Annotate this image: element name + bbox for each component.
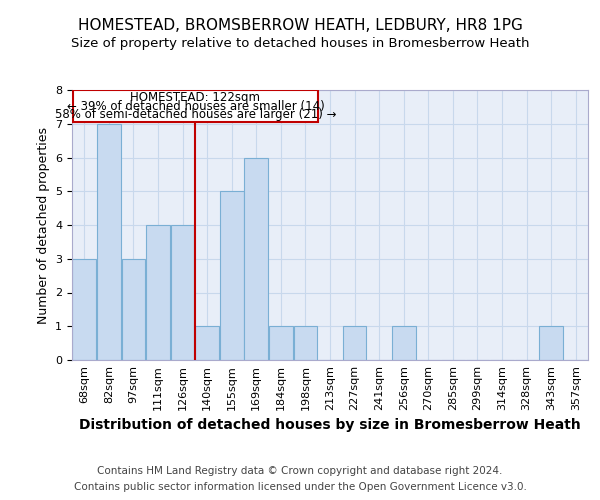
Bar — [539, 326, 563, 360]
Y-axis label: Number of detached properties: Number of detached properties — [37, 126, 50, 324]
Text: ← 39% of detached houses are smaller (14): ← 39% of detached houses are smaller (14… — [67, 100, 325, 112]
Text: Contains public sector information licensed under the Open Government Licence v3: Contains public sector information licen… — [74, 482, 526, 492]
Bar — [392, 326, 416, 360]
Text: HOMESTEAD, BROMSBERROW HEATH, LEDBURY, HR8 1PG: HOMESTEAD, BROMSBERROW HEATH, LEDBURY, H… — [77, 18, 523, 32]
Bar — [293, 326, 317, 360]
Bar — [146, 225, 170, 360]
Bar — [73, 259, 96, 360]
Bar — [343, 326, 367, 360]
Bar — [195, 326, 219, 360]
Bar — [97, 124, 121, 360]
Text: 58% of semi-detached houses are larger (21) →: 58% of semi-detached houses are larger (… — [55, 108, 336, 121]
Text: Size of property relative to detached houses in Bromesberrow Heath: Size of property relative to detached ho… — [71, 38, 529, 51]
X-axis label: Distribution of detached houses by size in Bromesberrow Heath: Distribution of detached houses by size … — [79, 418, 581, 432]
Bar — [220, 191, 244, 360]
Text: HOMESTEAD: 122sqm: HOMESTEAD: 122sqm — [130, 92, 260, 104]
Bar — [170, 225, 194, 360]
Bar — [73, 90, 318, 122]
Bar — [122, 259, 145, 360]
Bar — [269, 326, 293, 360]
Text: Contains HM Land Registry data © Crown copyright and database right 2024.: Contains HM Land Registry data © Crown c… — [97, 466, 503, 476]
Bar — [244, 158, 268, 360]
